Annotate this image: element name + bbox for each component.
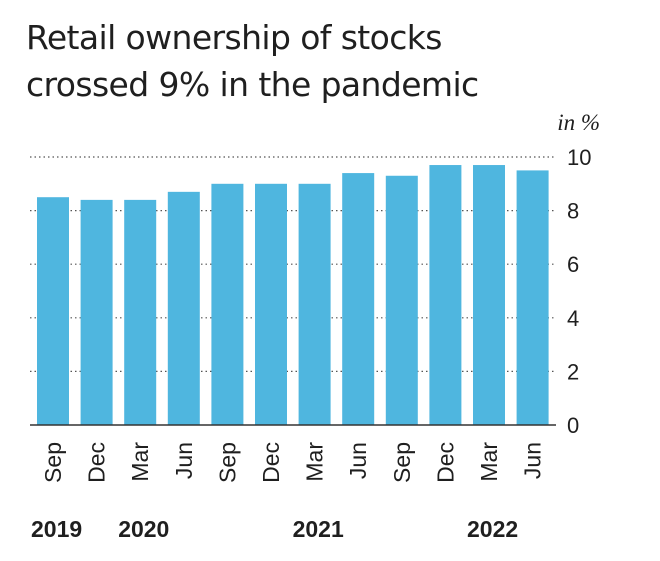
bar: [429, 165, 462, 426]
x-tick-label: Mar: [127, 442, 153, 482]
y-tick-label: 2: [567, 359, 579, 384]
chart-title: Retail ownership of stocks crossed 9% in…: [26, 14, 586, 108]
y-tick-label: 4: [567, 306, 579, 331]
y-tick-label: 6: [567, 252, 579, 277]
year-label: 2019: [31, 516, 82, 542]
x-tick-label: Mar: [476, 442, 502, 482]
bar: [80, 199, 113, 425]
bar: [385, 175, 418, 425]
bar: [298, 183, 331, 425]
bar: [516, 170, 549, 425]
y-tick-label: 0: [567, 413, 579, 438]
bar: [167, 191, 200, 425]
x-tick-label: Jun: [520, 442, 546, 479]
x-tick-label: Sep: [389, 442, 415, 483]
year-label: 2020: [118, 516, 169, 542]
x-tick-label: Sep: [40, 442, 66, 483]
x-tick-label: Dec: [84, 442, 110, 483]
chart-title-line-1: Retail ownership of stocks: [26, 18, 442, 57]
chart-title-line-2: crossed 9% in the pandemic: [26, 65, 479, 104]
bar: [124, 199, 157, 425]
x-tick-label: Dec: [432, 442, 458, 483]
bar: [473, 165, 505, 426]
x-tick-label: Sep: [214, 442, 240, 483]
bar: [211, 183, 244, 425]
year-label: 2021: [293, 516, 344, 542]
bar: [255, 183, 287, 425]
x-tick-label: Mar: [302, 442, 328, 482]
year-label: 2022: [467, 516, 518, 542]
y-tick-label: 8: [567, 199, 579, 224]
x-tick-label: Dec: [258, 442, 284, 483]
y-tick-label: 10: [567, 145, 591, 170]
bar: [37, 197, 69, 425]
unit-label: in %: [557, 110, 600, 135]
x-tick-label: Jun: [171, 442, 197, 479]
x-tick-label: Jun: [345, 442, 371, 479]
bar: [342, 173, 375, 425]
